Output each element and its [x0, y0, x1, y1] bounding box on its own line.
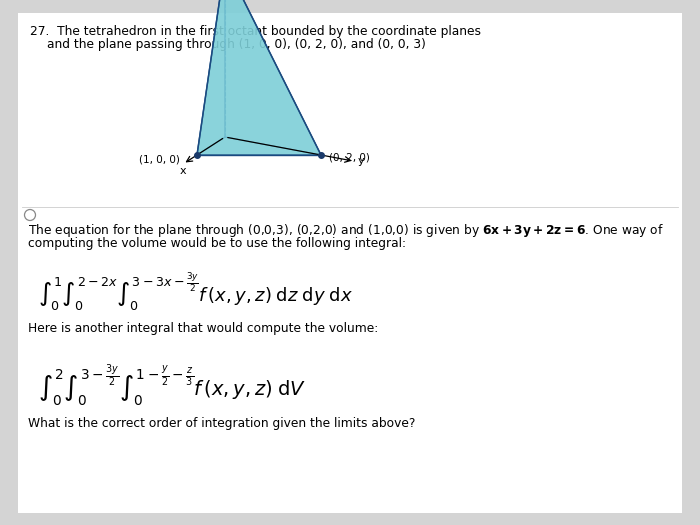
Text: $\int_0^1 \int_0^{2-2x} \int_0^{3-3x-\frac{3y}{2}} f\,(x, y, z)\; \mathrm{d}z\; : $\int_0^1 \int_0^{2-2x} \int_0^{3-3x-\fr… — [38, 270, 353, 313]
Text: y: y — [358, 156, 364, 166]
FancyBboxPatch shape — [18, 13, 682, 513]
Text: (1, 0, 0): (1, 0, 0) — [139, 155, 180, 165]
Text: x: x — [180, 166, 187, 176]
Text: $\int_0^2 \int_0^{3-\frac{3y}{2}} \int_0^{1-\frac{y}{2}-\frac{z}{3}} f\,(x, y, z: $\int_0^2 \int_0^{3-\frac{3y}{2}} \int_0… — [38, 362, 307, 409]
Polygon shape — [197, 0, 321, 155]
Polygon shape — [225, 0, 321, 155]
Text: (0, 2, 0): (0, 2, 0) — [329, 153, 370, 163]
Text: 27.  The tetrahedron in the first octant bounded by the coordinate planes: 27. The tetrahedron in the first octant … — [30, 25, 481, 38]
Text: Here is another integral that would compute the volume:: Here is another integral that would comp… — [28, 322, 378, 335]
Polygon shape — [197, 0, 225, 155]
Text: and the plane passing through (1, 0, 0), (0, 2, 0), and (0, 0, 3): and the plane passing through (1, 0, 0),… — [47, 38, 426, 51]
Circle shape — [25, 209, 36, 220]
Polygon shape — [197, 137, 321, 155]
Text: What is the correct order of integration given the limits above?: What is the correct order of integration… — [28, 417, 415, 430]
Text: The equation for the plane through (0,0,3), (0,2,0) and (1,0,0) is given by $\ma: The equation for the plane through (0,0,… — [28, 222, 664, 239]
Text: computing the volume would be to use the following integral:: computing the volume would be to use the… — [28, 237, 406, 250]
